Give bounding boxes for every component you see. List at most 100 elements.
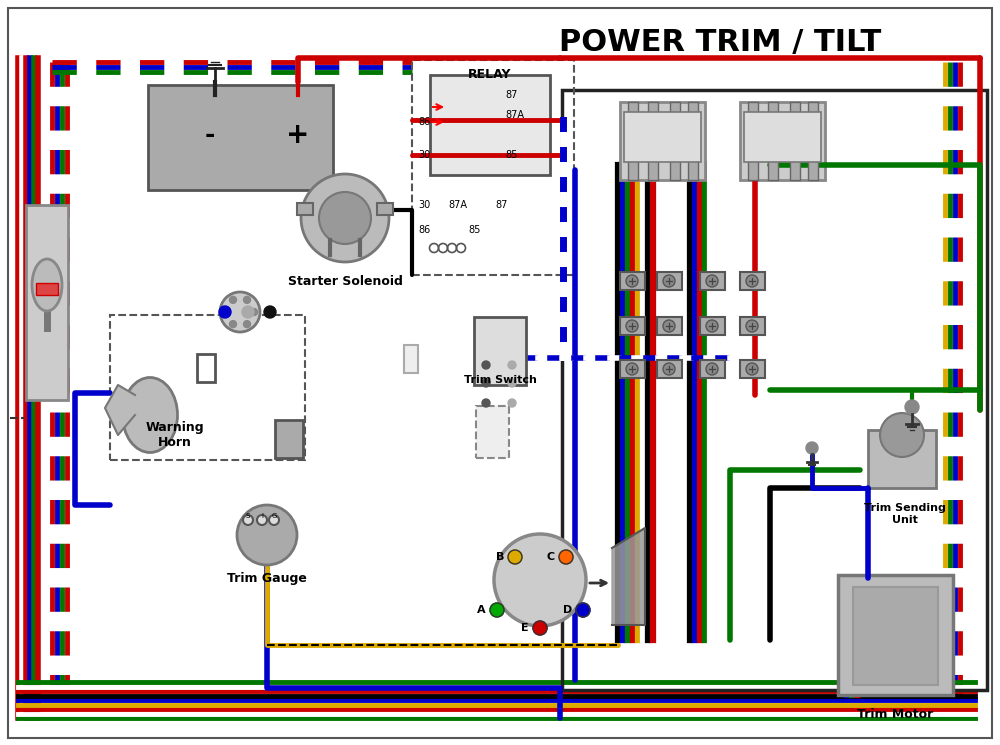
Text: E: E (521, 623, 529, 633)
Text: A: A (477, 605, 486, 615)
Bar (628, 102, 638, 122)
Circle shape (251, 308, 258, 315)
Circle shape (508, 399, 516, 407)
Bar (430, 75, 550, 175)
Text: 30: 30 (418, 200, 430, 210)
Bar (657, 360, 682, 378)
Bar (768, 102, 778, 122)
Text: 87A: 87A (448, 200, 467, 210)
Bar (110, 315, 305, 460)
Circle shape (244, 297, 251, 303)
Circle shape (508, 550, 522, 564)
Text: Trim Gauge: Trim Gauge (227, 572, 307, 585)
Bar (853, 587, 938, 685)
Circle shape (482, 399, 490, 407)
Text: 86: 86 (418, 117, 430, 127)
Circle shape (219, 306, 231, 318)
Circle shape (880, 413, 924, 457)
Circle shape (494, 534, 586, 626)
Bar (808, 102, 818, 122)
Bar (790, 102, 800, 122)
Text: C: C (547, 552, 555, 562)
Bar (748, 160, 758, 180)
Circle shape (746, 363, 758, 375)
Text: +: + (286, 121, 310, 149)
Circle shape (626, 363, 638, 375)
Text: B: B (496, 552, 504, 562)
Bar (26, 205, 68, 400)
Text: D: D (563, 605, 572, 615)
Circle shape (559, 550, 573, 564)
Bar (700, 317, 725, 335)
Bar (748, 102, 758, 122)
Text: 87: 87 (495, 200, 507, 210)
Circle shape (663, 320, 675, 332)
Bar (657, 272, 682, 290)
Bar (700, 360, 725, 378)
Text: 87A: 87A (505, 110, 524, 120)
Circle shape (244, 320, 251, 328)
Bar (670, 102, 680, 122)
Circle shape (663, 275, 675, 287)
Bar (868, 430, 936, 488)
Circle shape (230, 320, 237, 328)
Bar (648, 102, 658, 122)
Polygon shape (612, 528, 645, 625)
Bar (740, 317, 765, 335)
Circle shape (242, 306, 254, 318)
Circle shape (482, 361, 490, 369)
Bar (562, 90, 987, 690)
Text: 85: 85 (505, 150, 517, 160)
Bar (412, 60, 574, 275)
Text: Trim Motor: Trim Motor (857, 708, 933, 721)
Bar (377, 203, 393, 215)
Circle shape (230, 297, 237, 303)
Text: G: G (271, 513, 277, 519)
Circle shape (490, 603, 504, 617)
Circle shape (482, 379, 490, 387)
Circle shape (626, 320, 638, 332)
Bar (474, 317, 526, 385)
Bar (790, 160, 800, 180)
Bar (36, 283, 58, 295)
Bar (297, 203, 313, 215)
Bar (740, 102, 825, 180)
Ellipse shape (32, 259, 62, 311)
Bar (657, 317, 682, 335)
Bar (620, 317, 645, 335)
Circle shape (806, 442, 818, 454)
Text: 85: 85 (468, 225, 480, 235)
Bar (476, 406, 509, 458)
Circle shape (706, 275, 718, 287)
Circle shape (301, 174, 389, 262)
Circle shape (220, 292, 260, 332)
Circle shape (706, 320, 718, 332)
Circle shape (257, 515, 267, 525)
Text: -: - (205, 123, 215, 147)
Bar (700, 272, 725, 290)
Circle shape (905, 400, 919, 414)
Bar (620, 272, 645, 290)
Bar (838, 575, 953, 695)
Circle shape (319, 192, 371, 244)
Text: RELAY: RELAY (468, 68, 512, 81)
Text: S: S (246, 513, 250, 519)
Circle shape (223, 308, 230, 315)
Text: Starter Solenoid: Starter Solenoid (288, 275, 402, 288)
Bar (275, 420, 303, 458)
Bar (648, 160, 658, 180)
Circle shape (508, 361, 516, 369)
Bar (620, 360, 645, 378)
Bar (688, 102, 698, 122)
Bar (624, 112, 701, 162)
Ellipse shape (123, 378, 178, 452)
Text: Trim Switch: Trim Switch (464, 375, 536, 385)
Bar (740, 272, 765, 290)
Circle shape (576, 603, 590, 617)
Text: 86: 86 (418, 225, 430, 235)
Circle shape (746, 320, 758, 332)
Circle shape (508, 379, 516, 387)
Circle shape (706, 363, 718, 375)
Circle shape (264, 306, 276, 318)
Text: 30: 30 (418, 150, 430, 160)
